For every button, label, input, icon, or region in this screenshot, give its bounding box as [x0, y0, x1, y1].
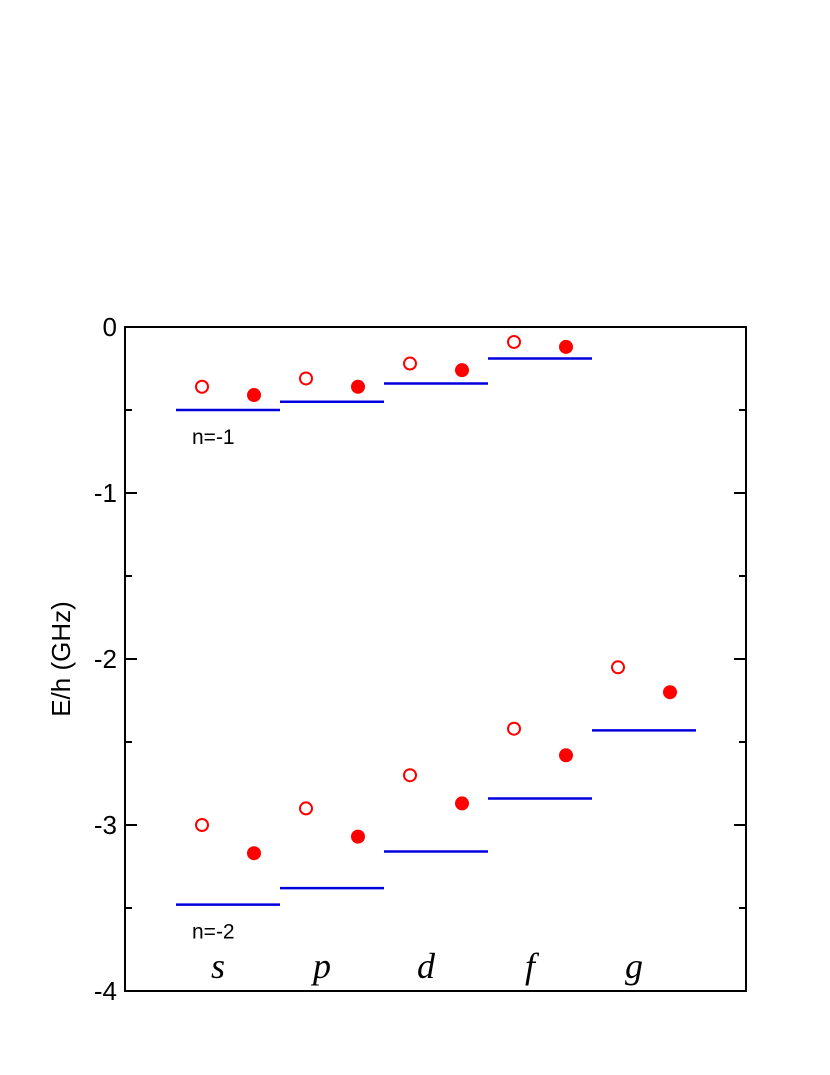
- y-axis-tick-labels: 0 -1 -2 -3 -4: [94, 312, 117, 1006]
- open-circle-point: [611, 660, 625, 675]
- filled-circle-point: [455, 796, 469, 811]
- open-circle-point: [299, 371, 313, 386]
- category-label: f: [525, 946, 540, 986]
- y-tick-label: -4: [94, 976, 117, 1006]
- filled-circle-point: [351, 829, 365, 844]
- filled-circle-point: [351, 379, 365, 394]
- y-axis-ticks: [125, 326, 746, 992]
- level-lines: [176, 357, 696, 906]
- open-circle-point: [403, 768, 417, 783]
- open-circle-point: [195, 379, 209, 394]
- open-circle-point: [195, 818, 209, 832]
- category-label: s: [211, 946, 225, 986]
- open-circle-point: [403, 356, 417, 371]
- level-annotation: n=-2: [192, 921, 235, 944]
- y-tick-label: -3: [94, 810, 117, 840]
- filled-circle-point: [455, 363, 469, 378]
- filled-circle-point: [663, 685, 677, 700]
- open-circle-point: [507, 334, 521, 349]
- category-label: p: [310, 946, 331, 986]
- y-tick-label: -2: [94, 644, 117, 674]
- data-points: [195, 334, 677, 861]
- y-tick-label: -1: [94, 478, 117, 508]
- category-label: g: [625, 946, 643, 986]
- filled-circle-point: [247, 388, 261, 403]
- level-annotations: n=-1 n=-2: [192, 426, 235, 944]
- y-tick-label: 0: [103, 312, 117, 342]
- filled-circle-point: [559, 748, 573, 763]
- level-annotation: n=-1: [192, 426, 235, 449]
- category-label: d: [417, 946, 436, 986]
- open-circle-point: [507, 721, 521, 736]
- filled-circle-point: [247, 846, 261, 861]
- open-circle-point: [299, 801, 313, 816]
- filled-circle-point: [559, 339, 573, 354]
- y-axis-label: E/h (GHz): [46, 601, 76, 717]
